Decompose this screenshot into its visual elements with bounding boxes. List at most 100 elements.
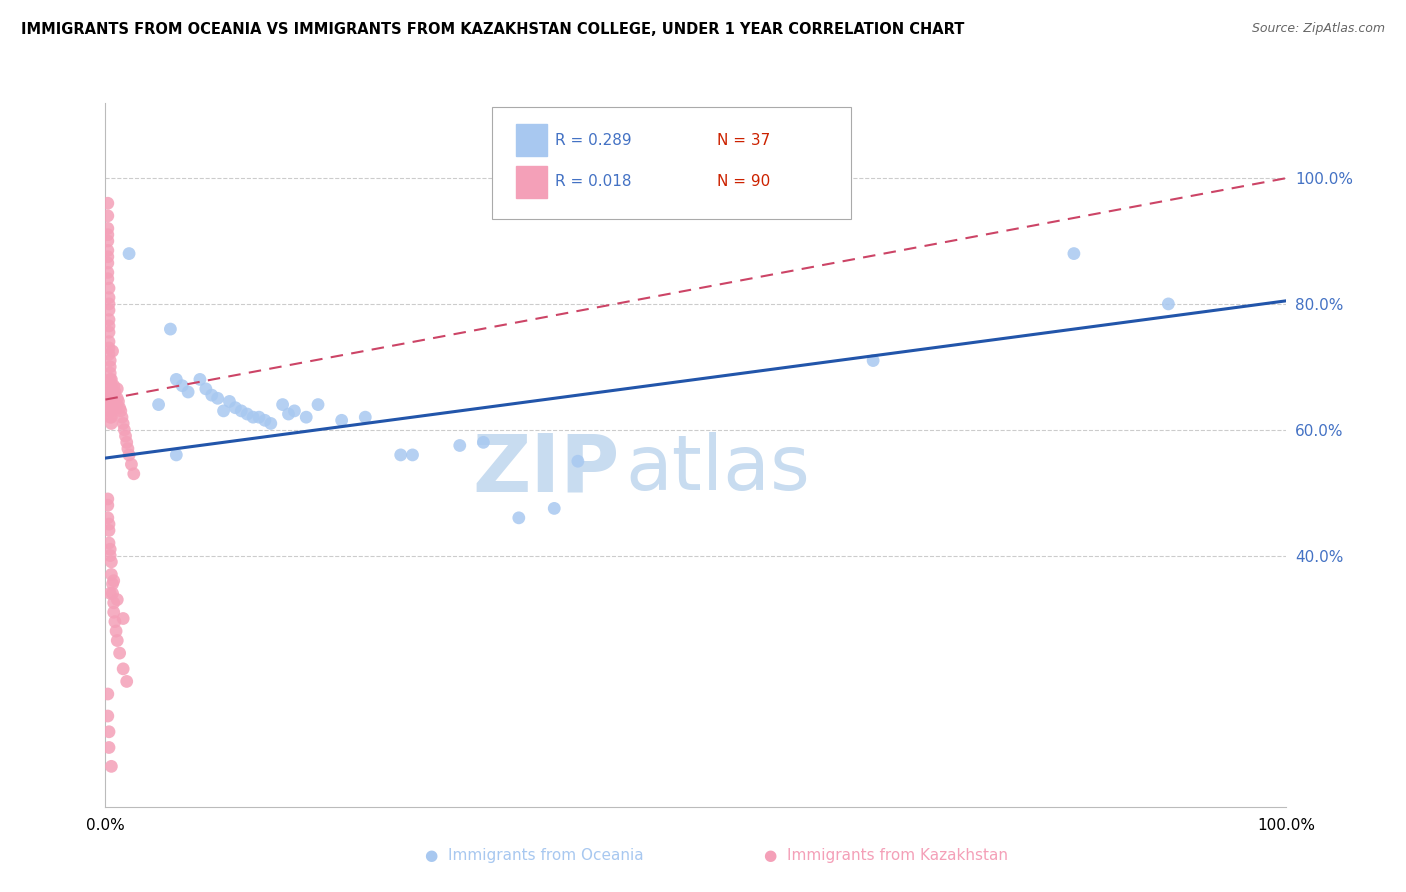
Point: [103, 388, 125, 402]
Point: [100, 417, 122, 431]
Point: [401, 448, 423, 462]
Point: [104, 394, 127, 409]
Point: [98, 740, 121, 755]
Point: [117, 442, 139, 456]
Point: [148, 398, 170, 412]
Text: R = 0.289: R = 0.289: [555, 133, 631, 147]
Point: [283, 404, 305, 418]
Point: [172, 378, 194, 392]
Point: [98, 325, 121, 339]
Point: [224, 401, 246, 415]
Point: [103, 596, 125, 610]
Point: [105, 401, 128, 415]
Point: [105, 592, 128, 607]
Point: [97, 244, 120, 258]
Point: [260, 417, 283, 431]
Point: [108, 646, 131, 660]
Point: [98, 549, 121, 563]
Point: [103, 574, 125, 588]
Point: [100, 372, 122, 386]
Point: [97, 272, 120, 286]
Point: [236, 407, 259, 421]
Point: [104, 384, 127, 399]
Point: [98, 536, 121, 550]
Point: [97, 250, 120, 264]
Point: [1063, 246, 1085, 260]
Point: [112, 423, 135, 437]
Point: [97, 491, 120, 506]
Point: [103, 605, 125, 619]
Point: [100, 378, 122, 392]
Point: [98, 341, 121, 355]
Point: [253, 413, 276, 427]
Point: [101, 344, 124, 359]
Point: [103, 378, 125, 392]
Point: [118, 246, 141, 260]
Point: [1157, 297, 1180, 311]
Point: [242, 410, 264, 425]
Point: [105, 392, 128, 406]
Point: [98, 281, 121, 295]
Text: IMMIGRANTS FROM OCEANIA VS IMMIGRANTS FROM KAZAKHSTAN COLLEGE, UNDER 1 YEAR CORR: IMMIGRANTS FROM OCEANIA VS IMMIGRANTS FR…: [21, 22, 965, 37]
Point: [98, 303, 121, 318]
Point: [98, 378, 121, 392]
Point: [98, 517, 121, 532]
Point: [188, 372, 211, 386]
Point: [165, 448, 187, 462]
Point: [207, 392, 229, 406]
Point: [110, 404, 132, 418]
Point: [97, 709, 120, 723]
Point: [100, 410, 122, 425]
Point: [98, 542, 121, 557]
Point: [100, 398, 122, 412]
Point: [105, 624, 128, 639]
Point: [101, 586, 124, 600]
Point: [98, 404, 121, 418]
Point: [98, 297, 121, 311]
Point: [247, 410, 270, 425]
Point: [118, 448, 141, 462]
Point: [177, 384, 200, 399]
Text: N = 37: N = 37: [717, 133, 770, 147]
Point: [508, 511, 530, 525]
Text: atlas: atlas: [626, 432, 810, 506]
Text: R = 0.018: R = 0.018: [555, 175, 631, 189]
Point: [98, 392, 121, 406]
Point: [194, 382, 217, 396]
Point: [101, 384, 124, 399]
Point: [122, 467, 145, 481]
Point: [97, 498, 120, 512]
Point: [97, 511, 120, 525]
Point: [97, 221, 120, 235]
Point: [98, 347, 121, 361]
Point: [101, 398, 124, 412]
Point: [295, 410, 318, 425]
Point: [97, 227, 120, 242]
Point: [120, 458, 142, 472]
Point: [212, 404, 235, 418]
Point: [98, 372, 121, 386]
Point: [111, 410, 134, 425]
Point: [218, 394, 240, 409]
Point: [98, 318, 121, 333]
Point: [231, 404, 253, 418]
Point: [112, 611, 135, 625]
Point: [98, 524, 121, 538]
Point: [543, 501, 565, 516]
Point: [100, 404, 122, 418]
Point: [201, 388, 224, 402]
Point: [449, 438, 471, 452]
Point: [271, 398, 294, 412]
Point: [97, 209, 120, 223]
Text: ●  Immigrants from Kazakhstan: ● Immigrants from Kazakhstan: [763, 848, 1008, 863]
Point: [100, 555, 122, 569]
Point: [97, 196, 120, 211]
Point: [330, 413, 353, 427]
Point: [277, 407, 299, 421]
Point: [100, 384, 122, 399]
Point: [105, 633, 128, 648]
Text: Source: ZipAtlas.com: Source: ZipAtlas.com: [1251, 22, 1385, 36]
Point: [98, 384, 121, 399]
Point: [97, 234, 120, 248]
Point: [115, 674, 138, 689]
